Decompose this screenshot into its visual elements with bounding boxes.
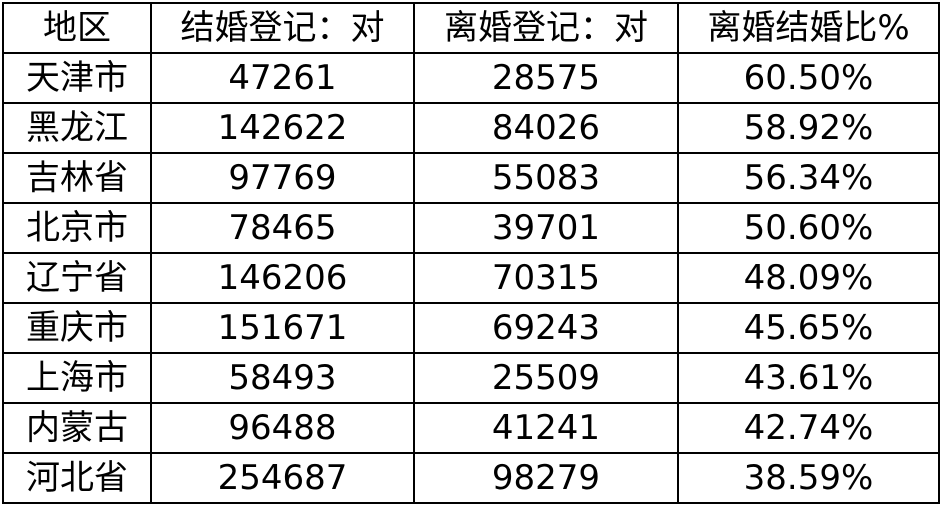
marriage-cell: 142622	[150, 102, 415, 154]
region-cell: 吉林省	[2, 152, 152, 204]
divorce-cell: 41241	[413, 402, 679, 454]
table-row: 辽宁省 146206 70315 48.09%	[2, 252, 940, 304]
divorce-cell: 98279	[413, 452, 679, 504]
marriage-cell: 254687	[150, 452, 415, 504]
ratio-cell: 42.74%	[677, 402, 940, 454]
region-cell: 内蒙古	[2, 402, 152, 454]
header-divorce: 离婚登记：对	[413, 2, 679, 54]
ratio-cell: 45.65%	[677, 302, 940, 354]
region-cell: 黑龙江	[2, 102, 152, 154]
table-row: 吉林省 97769 55083 56.34%	[2, 152, 940, 204]
divorce-cell: 69243	[413, 302, 679, 354]
divorce-cell: 70315	[413, 252, 679, 304]
table-row: 重庆市 151671 69243 45.65%	[2, 302, 940, 354]
ratio-cell: 50.60%	[677, 202, 940, 254]
ratio-cell: 43.61%	[677, 352, 940, 404]
divorce-cell: 55083	[413, 152, 679, 204]
ratio-cell: 56.34%	[677, 152, 940, 204]
region-cell: 河北省	[2, 452, 152, 504]
divorce-ratio-table: 地区 结婚登记：对 离婚登记：对 离婚结婚比% 天津市 47261 28575 …	[2, 2, 940, 504]
ratio-cell: 38.59%	[677, 452, 940, 504]
region-cell: 辽宁省	[2, 252, 152, 304]
marriage-cell: 146206	[150, 252, 415, 304]
header-region: 地区	[2, 2, 152, 54]
table-row: 河北省 254687 98279 38.59%	[2, 452, 940, 504]
marriage-cell: 96488	[150, 402, 415, 454]
table-row: 黑龙江 142622 84026 58.92%	[2, 102, 940, 154]
table-row: 北京市 78465 39701 50.60%	[2, 202, 940, 254]
marriage-cell: 47261	[150, 52, 415, 104]
ratio-cell: 48.09%	[677, 252, 940, 304]
header-row: 地区 结婚登记：对 离婚登记：对 离婚结婚比%	[2, 2, 940, 54]
divorce-cell: 84026	[413, 102, 679, 154]
marriage-cell: 58493	[150, 352, 415, 404]
marriage-cell: 97769	[150, 152, 415, 204]
table-row: 内蒙古 96488 41241 42.74%	[2, 402, 940, 454]
region-cell: 上海市	[2, 352, 152, 404]
region-cell: 北京市	[2, 202, 152, 254]
divorce-cell: 25509	[413, 352, 679, 404]
header-marriage: 结婚登记：对	[150, 2, 415, 54]
region-cell: 天津市	[2, 52, 152, 104]
divorce-cell: 28575	[413, 52, 679, 104]
marriage-cell: 78465	[150, 202, 415, 254]
header-ratio: 离婚结婚比%	[677, 2, 940, 54]
table-row: 天津市 47261 28575 60.50%	[2, 52, 940, 104]
divorce-cell: 39701	[413, 202, 679, 254]
ratio-cell: 60.50%	[677, 52, 940, 104]
table-row: 上海市 58493 25509 43.61%	[2, 352, 940, 404]
marriage-cell: 151671	[150, 302, 415, 354]
ratio-cell: 58.92%	[677, 102, 940, 154]
region-cell: 重庆市	[2, 302, 152, 354]
